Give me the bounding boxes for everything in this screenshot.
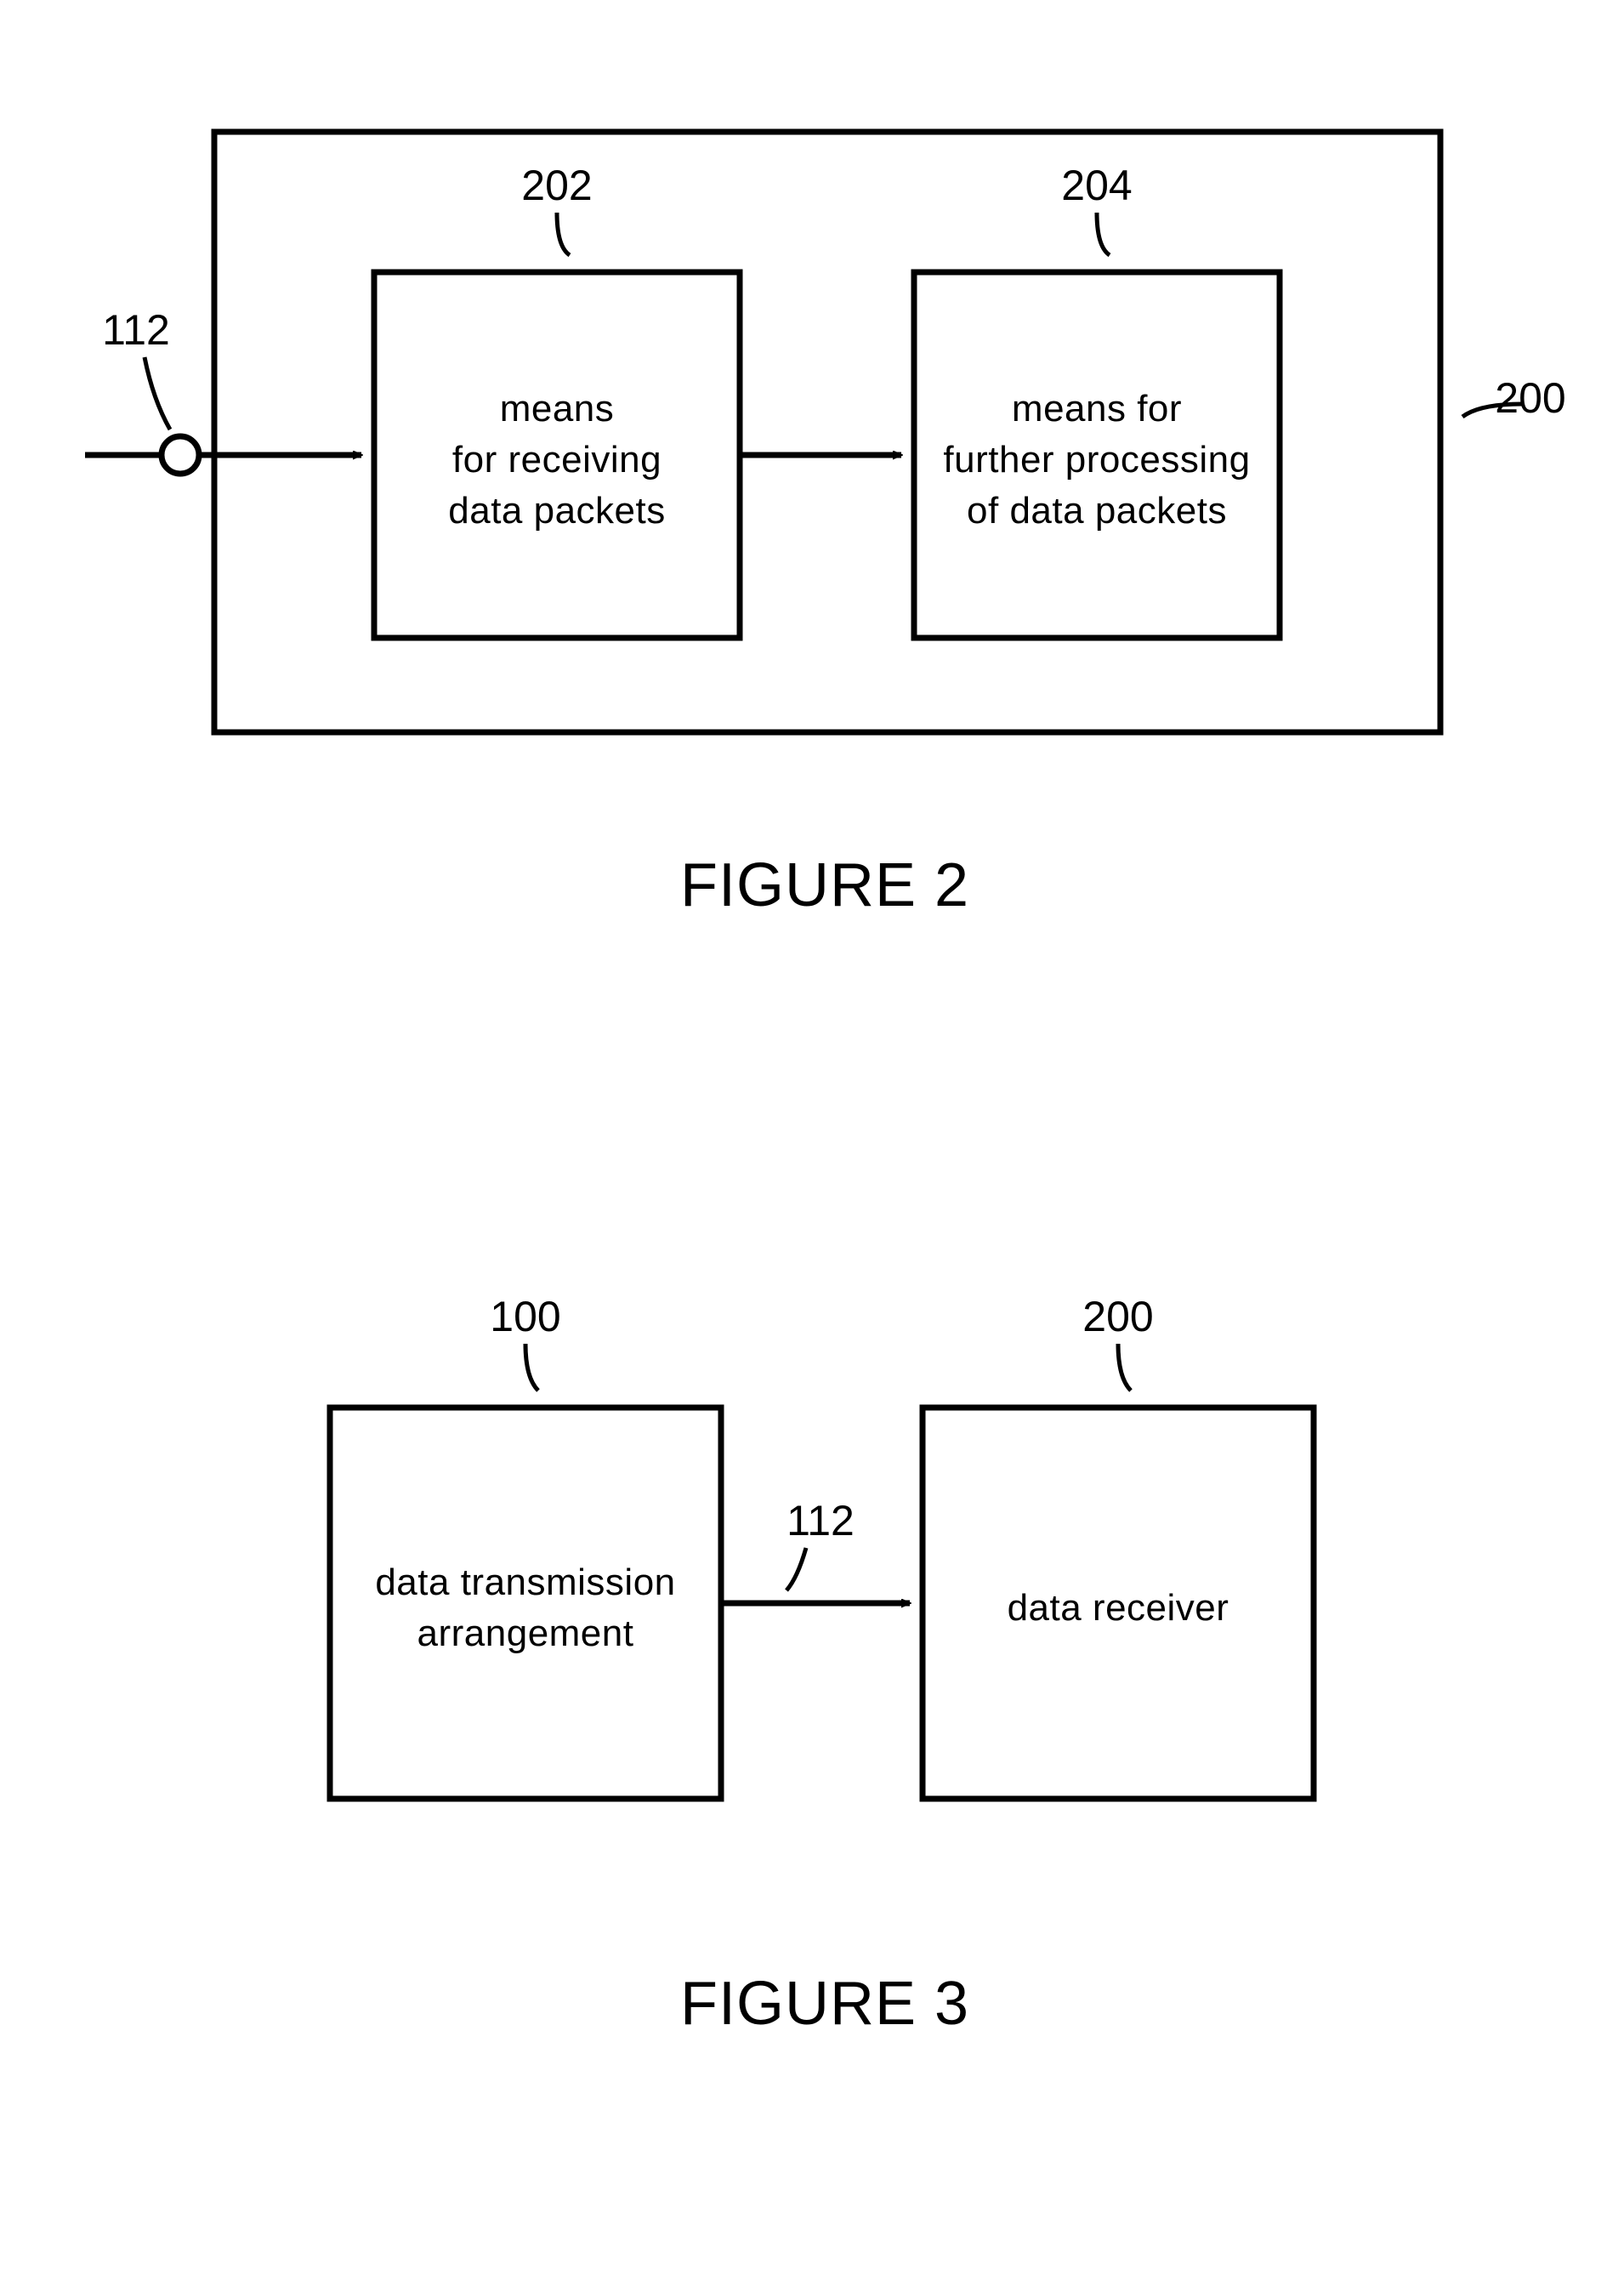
input-port-circle <box>162 436 199 474</box>
figure-2: means for receiving data packets means f… <box>85 132 1566 919</box>
block-transmission-line2: arrangement <box>417 1613 634 1654</box>
ref-204: 204 <box>1061 162 1132 209</box>
figure-2-caption: FIGURE 2 <box>680 851 969 919</box>
ref-202-hook <box>557 213 570 255</box>
block-processing-line2: further processing <box>943 439 1250 481</box>
outer-container <box>214 132 1440 732</box>
ref-112-fig3-hook <box>786 1548 806 1590</box>
ref-112-fig2-hook <box>145 357 170 429</box>
ref-100: 100 <box>490 1293 560 1340</box>
figure-3-caption: FIGURE 3 <box>680 1970 969 2038</box>
ref-112-fig2: 112 <box>102 306 170 354</box>
block-receiving-line3: data packets <box>448 490 666 532</box>
ref-200-fig3-hook <box>1118 1344 1131 1391</box>
block-receiving-line2: for receiving <box>452 439 662 481</box>
page: means for receiving data packets means f… <box>0 0 1624 2281</box>
ref-202: 202 <box>521 162 592 209</box>
ref-100-hook <box>525 1344 538 1391</box>
block-processing-line1: means for <box>1012 388 1182 429</box>
block-transmission <box>330 1408 721 1799</box>
ref-200-fig3: 200 <box>1082 1293 1153 1340</box>
diagram-svg: means for receiving data packets means f… <box>0 0 1624 2281</box>
block-transmission-line1: data transmission <box>375 1561 675 1603</box>
ref-204-hook <box>1097 213 1110 255</box>
block-processing-line3: of data packets <box>967 490 1227 532</box>
block-receiver-line1: data receiver <box>1008 1587 1229 1629</box>
block-receiving-line1: means <box>500 388 615 429</box>
figure-3: data transmission arrangement data recei… <box>330 1293 1314 2038</box>
ref-112-fig3: 112 <box>786 1497 855 1544</box>
ref-200: 200 <box>1495 374 1565 422</box>
